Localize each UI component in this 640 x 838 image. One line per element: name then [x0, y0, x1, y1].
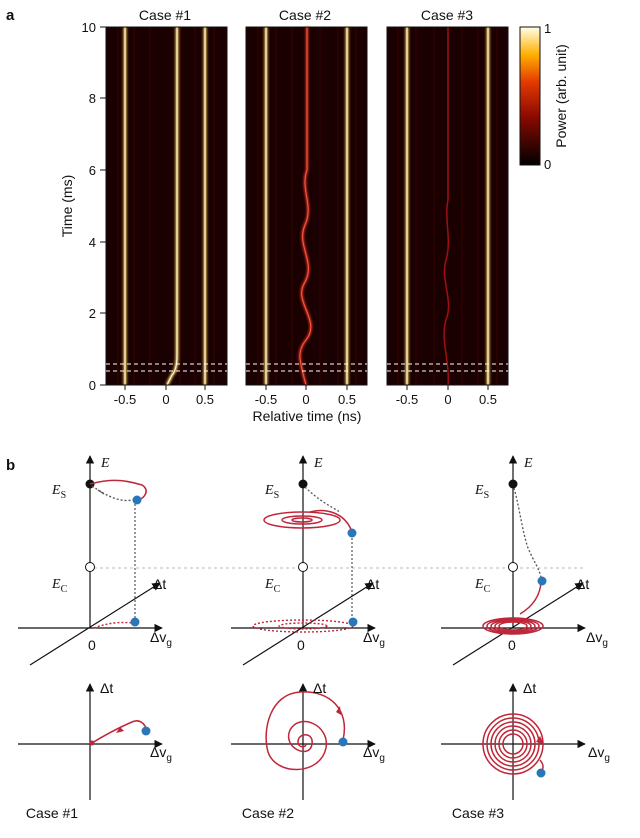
x-tick-2c: 0.5 — [338, 392, 356, 407]
case-title-2: Case #2 — [279, 7, 331, 23]
y-tick-0: 0 — [89, 378, 96, 393]
label-Es-1: ES — [51, 483, 66, 501]
heatmap-case-2 — [245, 26, 368, 386]
label-zero-1: 0 — [88, 637, 96, 653]
label-dv-2d-3: Δvg — [588, 744, 610, 764]
label-Ec-1: EC — [51, 577, 68, 595]
label-dt-3: Δt — [576, 576, 589, 592]
label-dv-2d-1: Δvg — [150, 744, 172, 764]
label-dt-2d-3: Δt — [523, 680, 536, 696]
label-dt-2d-2: Δt — [313, 680, 326, 696]
x-tick-2a: -0.5 — [255, 392, 277, 407]
panel-b-letter: b — [6, 457, 15, 474]
label-dt-2: Δt — [366, 576, 379, 592]
y-tick-2: 2 — [89, 306, 96, 321]
y-tick-8: 8 — [89, 91, 96, 106]
label-dv-2: Δvg — [363, 629, 385, 649]
case-title-3: Case #3 — [421, 7, 473, 23]
label-Es-2: ES — [264, 483, 279, 501]
y-axis-label: Time (ms) — [59, 175, 75, 237]
x-tick-1b: 0 — [162, 392, 169, 407]
x-tick-1c: 0.5 — [196, 392, 214, 407]
x-tick-3b: 0 — [444, 392, 451, 407]
bottom-case-1: Case #1 — [26, 805, 78, 821]
y-axis — [100, 26, 106, 386]
phase-3d-case-1 — [18, 455, 163, 666]
x-axis-label: Relative time (ns) — [253, 408, 362, 424]
x-tick-2b: 0 — [302, 392, 309, 407]
label-dv-2d-2: Δvg — [363, 744, 385, 764]
colorbar-label: Power (arb. unit) — [553, 44, 569, 147]
label-zero-2: 0 — [297, 637, 305, 653]
label-Es-3: ES — [474, 483, 489, 501]
y-tick-4: 4 — [89, 235, 96, 250]
label-dt-1: Δt — [153, 576, 166, 592]
label-E-2: E — [313, 456, 323, 471]
case-title-1: Case #1 — [139, 7, 191, 23]
heatmap-case-3 — [386, 26, 509, 386]
label-dv-3: Δvg — [586, 629, 608, 649]
label-Ec-3: EC — [474, 577, 491, 595]
colorbar-min: 0 — [544, 157, 551, 172]
y-tick-10: 10 — [82, 20, 96, 35]
y-tick-6: 6 — [89, 163, 96, 178]
phase-2d-case-1 — [18, 683, 163, 800]
label-dv-1: Δvg — [150, 629, 172, 649]
heatmap-case-1 — [105, 26, 228, 386]
x-tick-1a: -0.5 — [114, 392, 136, 407]
label-E-3: E — [523, 456, 533, 471]
panel-a-letter: a — [6, 7, 15, 24]
label-E-1: E — [100, 456, 110, 471]
label-dt-2d-1: Δt — [100, 680, 113, 696]
label-zero-3: 0 — [508, 637, 516, 653]
phase-2d-case-2 — [231, 683, 376, 800]
colorbar — [519, 26, 541, 166]
x-tick-3c: 0.5 — [479, 392, 497, 407]
bottom-case-2: Case #2 — [242, 805, 294, 821]
bottom-case-3: Case #3 — [452, 805, 504, 821]
phase-3d-case-3 — [441, 455, 586, 666]
label-Ec-2: EC — [264, 577, 281, 595]
colorbar-max: 1 — [544, 21, 551, 36]
phase-3d-case-2 — [231, 455, 376, 666]
x-tick-3a: -0.5 — [396, 392, 418, 407]
phase-2d-case-3 — [441, 683, 586, 800]
x-axis-ticks — [124, 385, 489, 390]
